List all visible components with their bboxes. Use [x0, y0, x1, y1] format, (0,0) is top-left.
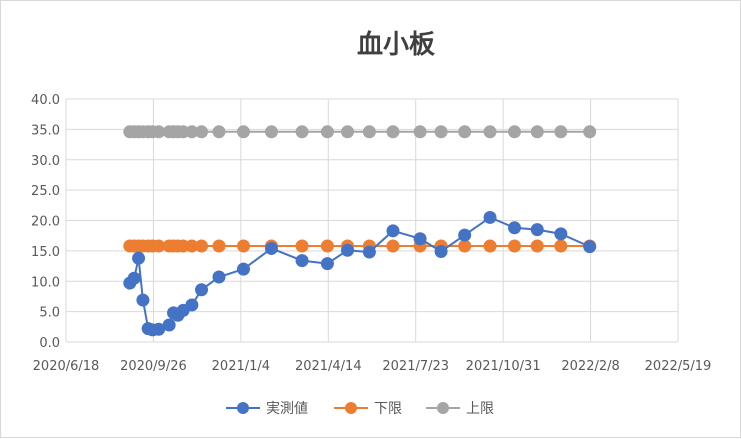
data-point [554, 227, 568, 241]
data-point [162, 318, 176, 332]
legend-label: 実測値 [266, 401, 308, 417]
y-tick-label: 10.0 [31, 275, 60, 290]
legend-item: 上限 [426, 401, 494, 417]
y-tick-label: 25.0 [31, 184, 60, 199]
data-point [530, 239, 544, 253]
data-point [341, 243, 355, 257]
data-point [195, 283, 209, 297]
data-point [132, 251, 146, 265]
data-point [483, 239, 497, 253]
data-point [583, 240, 597, 254]
legend-marker [345, 402, 357, 414]
y-tick-label: 5.0 [39, 306, 60, 321]
y-tick-label: 30.0 [31, 154, 60, 169]
data-point [508, 125, 522, 139]
data-point [386, 224, 400, 238]
data-point [508, 221, 522, 235]
y-tick-label: 40.0 [31, 93, 60, 108]
data-point [386, 125, 400, 139]
x-tick-label: 2021/10/31 [466, 359, 541, 374]
data-point [320, 257, 334, 271]
data-point [152, 125, 166, 139]
data-point [212, 239, 226, 253]
data-point [185, 125, 199, 139]
data-point [413, 232, 427, 246]
x-tick-label: 2020/9/26 [120, 359, 187, 374]
data-point [212, 270, 226, 284]
data-point [264, 125, 278, 139]
data-point [530, 125, 544, 139]
data-point [185, 239, 199, 253]
data-point [295, 254, 309, 268]
x-tick-label: 2022/5/19 [645, 359, 712, 374]
data-point [508, 239, 522, 253]
data-point [295, 125, 309, 139]
data-point [458, 125, 472, 139]
legend-item: 下限 [334, 401, 402, 417]
data-point [136, 293, 150, 307]
data-point [236, 262, 250, 276]
legend-marker [237, 402, 249, 414]
data-point [320, 239, 334, 253]
data-point [264, 241, 278, 255]
y-tick-label: 15.0 [31, 245, 60, 260]
data-point [583, 125, 597, 139]
data-point [483, 125, 497, 139]
series-line [129, 216, 591, 331]
data-point [362, 125, 376, 139]
y-tick-label: 20.0 [31, 215, 60, 230]
data-point [295, 239, 309, 253]
series-上限 [123, 125, 597, 139]
legend-item: 実測値 [226, 401, 308, 417]
data-point [458, 228, 472, 242]
data-point [185, 298, 199, 312]
data-point [483, 210, 497, 224]
y-tick-label: 35.0 [31, 123, 60, 138]
x-tick-label: 2021/7/23 [382, 359, 449, 374]
series-実測値 [123, 210, 597, 337]
data-point [195, 125, 209, 139]
data-point [434, 244, 448, 258]
data-point [458, 239, 472, 253]
legend-marker [437, 402, 449, 414]
series-group [123, 125, 597, 337]
legend: 実測値 下限 上限 [226, 401, 494, 417]
data-point [212, 125, 226, 139]
data-point [554, 239, 568, 253]
data-point [530, 223, 544, 237]
data-point [127, 271, 141, 285]
x-tick-label: 2022/2/8 [561, 359, 619, 374]
x-tick-label: 2020/6/18 [33, 359, 100, 374]
legend-label: 上限 [466, 401, 494, 417]
data-point [195, 239, 209, 253]
chart-title: 血小板 [357, 30, 435, 60]
x-tick-label: 2021/4/14 [295, 359, 362, 374]
data-point [152, 239, 166, 253]
data-point [362, 245, 376, 259]
x-tick-label: 2021/1/4 [212, 359, 270, 374]
data-point [434, 125, 448, 139]
data-point [341, 125, 355, 139]
grid-lines [65, 98, 679, 343]
data-point [236, 239, 250, 253]
data-point [386, 239, 400, 253]
data-point [236, 125, 250, 139]
data-point [152, 322, 166, 336]
y-tick-label: 0.0 [39, 336, 60, 351]
data-point [554, 125, 568, 139]
data-point [413, 125, 427, 139]
data-point [320, 125, 334, 139]
axes: 0.0 5.0 10.0 15.0 20.0 25.0 30.0 35.0 40.0 2020/6… [31, 93, 711, 374]
legend-label: 下限 [374, 401, 402, 417]
